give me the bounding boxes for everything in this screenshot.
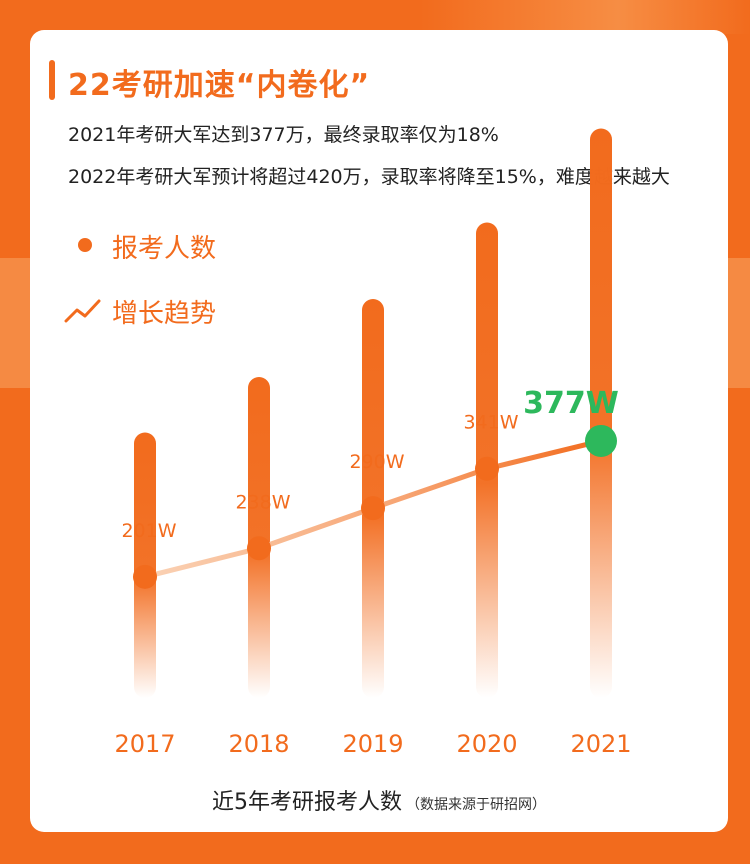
legend-applicants-label: 报考人数 — [112, 234, 217, 264]
point-2019 — [361, 496, 385, 521]
point-2020 — [475, 456, 499, 481]
title-accent-bar — [49, 60, 55, 100]
page-title: 22考研加速“内卷化” — [68, 68, 371, 103]
legend-trend-label: 增长趋势 — [112, 299, 217, 329]
point-2017 — [133, 564, 157, 589]
x-tick-2018: 2018 — [228, 730, 289, 758]
summary-line-2021: 2021年考研大军达到377万，最终录取率仅为18% — [68, 124, 499, 146]
value-label-2021: 377W — [523, 386, 619, 421]
x-tick-2019: 2019 — [342, 730, 403, 758]
value-label-2017: 201W — [121, 520, 176, 542]
trend-line-icon — [64, 299, 101, 323]
chart-caption: 近5年考研报考人数 （数据来源于研招网） — [30, 784, 728, 816]
point-2018 — [247, 536, 271, 561]
bar-2021 — [590, 128, 612, 698]
value-label-2019: 290W — [349, 451, 404, 473]
chart-caption-title: 近5年考研报考人数 — [212, 790, 402, 815]
x-tick-2020: 2020 — [456, 730, 517, 758]
content-card: 22考研加速“内卷化” 2021年考研大军达到377万，最终录取率仅为18% 2… — [30, 30, 728, 832]
value-label-2020: 341W — [463, 412, 518, 434]
background-corner-accent — [420, 0, 750, 34]
value-label-2018: 238W — [235, 491, 290, 513]
x-tick-2017: 2017 — [114, 730, 175, 758]
chart-caption-source-note: （数据来源于研招网） — [406, 797, 546, 813]
summary-line-2022: 2022年考研大军预计将超过420万，录取率将降至15%，难度越来越大 — [68, 166, 670, 188]
point-2021 — [585, 424, 617, 457]
legend-applicants-dot-icon — [78, 238, 92, 252]
x-tick-2021: 2021 — [570, 730, 631, 758]
